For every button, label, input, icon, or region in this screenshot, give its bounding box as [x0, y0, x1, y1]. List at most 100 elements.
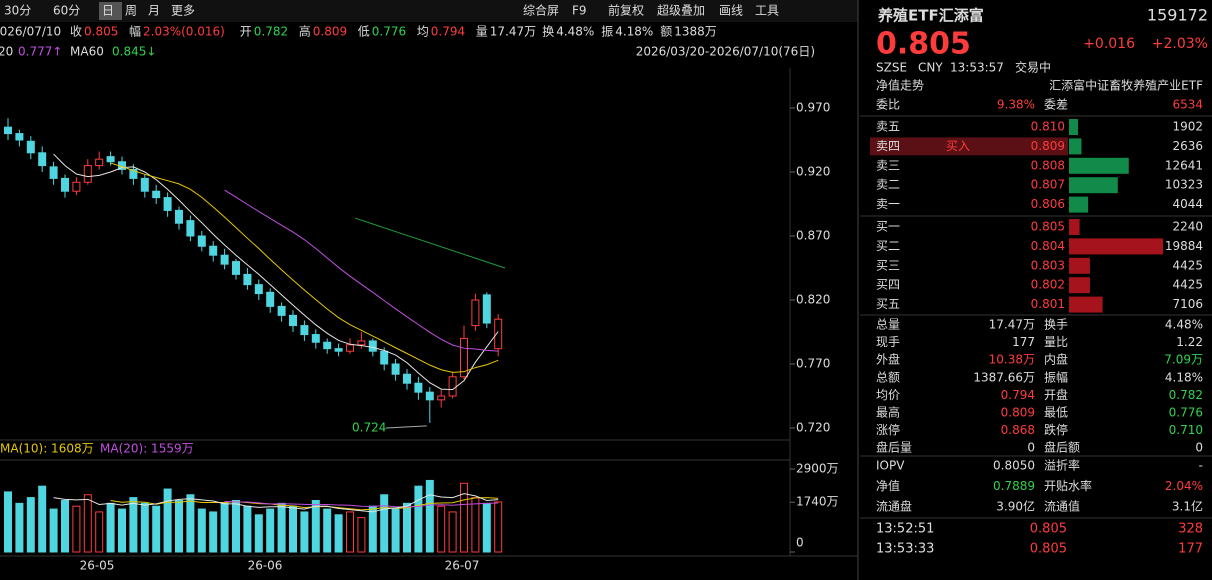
book-price: 0.808 — [1031, 158, 1065, 172]
tick-price: 0.805 — [1030, 522, 1067, 537]
y-tick-label: 0.720 — [796, 421, 830, 435]
stat-value: 0.794 — [1001, 388, 1035, 402]
ma-label: MA60 — [70, 45, 104, 59]
book-label: 卖二 — [876, 178, 900, 192]
candle-body — [494, 318, 503, 350]
change: +0.016 — [1083, 36, 1135, 52]
depth-bar — [1069, 119, 1078, 135]
info-value: 0.809 — [313, 25, 347, 39]
depth-bar — [1069, 177, 1118, 194]
info-value: 4.18% — [615, 25, 653, 39]
volume-bar — [4, 491, 12, 553]
volume-bar — [163, 488, 172, 553]
candle-body — [277, 305, 286, 316]
change-pct: +2.03% — [1152, 36, 1208, 52]
period-tab[interactable]: 30分 — [4, 4, 31, 18]
x-tick-label: 26-05 — [80, 559, 115, 573]
stat-value: 0.8050 — [993, 459, 1035, 473]
nav-link[interactable]: 净值走势 — [876, 78, 924, 93]
candle-body — [232, 261, 240, 275]
period-tab[interactable]: 月 — [148, 4, 160, 18]
vol-ma-line — [224, 500, 499, 508]
ma-label: 20 — [0, 45, 13, 59]
candle-body — [72, 181, 81, 192]
candle-body — [391, 363, 400, 375]
stat-label: 盘后量 — [876, 440, 912, 455]
period-tab[interactable]: 更多 — [171, 4, 195, 18]
book-volume: 10323 — [1165, 178, 1203, 192]
stat-label: 现手 — [876, 335, 900, 349]
fund-name: 养殖ETF汇添富 — [877, 7, 984, 25]
period-tab[interactable]: 日 — [102, 4, 114, 18]
book-label: 买二 — [876, 239, 900, 253]
depth-bar — [1069, 138, 1082, 155]
book-price: 0.810 — [1031, 120, 1065, 134]
info-value: 2.03%(0.016) — [143, 25, 225, 39]
book-volume: 4044 — [1172, 197, 1203, 211]
ma-value: 0.845↓ — [112, 45, 156, 59]
tool-button[interactable]: 超级叠加 — [657, 3, 705, 18]
tick-volume: 177 — [1178, 542, 1203, 557]
volume-bar — [38, 485, 47, 553]
y-tick-label: 0.820 — [796, 293, 830, 307]
depth-bar — [1069, 157, 1129, 174]
period-tab[interactable]: 60分 — [53, 4, 80, 18]
tool-button[interactable]: F9 — [572, 4, 587, 18]
meta: CNY — [918, 61, 943, 75]
candle-body — [346, 344, 354, 352]
candle-body — [140, 177, 149, 192]
stat-value: 0.776 — [1169, 406, 1203, 420]
info-label: 额 — [660, 25, 672, 39]
stat-label: 盘后额 — [1044, 440, 1080, 455]
tick-volume: 328 — [1178, 522, 1203, 537]
tool-button[interactable]: 画线 — [719, 4, 743, 18]
volume-bar — [403, 502, 411, 553]
y-tick-label: 0.770 — [796, 357, 830, 371]
stat-label: 最高 — [876, 405, 900, 420]
low-annotation: 0.724 — [352, 421, 386, 435]
volume-bar — [61, 499, 69, 553]
stat-value: 1.22 — [1176, 335, 1203, 349]
info-label: 幅 — [129, 24, 141, 39]
candle-body — [437, 395, 446, 401]
label: 委差 — [1044, 98, 1068, 112]
x-tick-label: 26-06 — [248, 559, 283, 573]
tool-button[interactable]: 工具 — [755, 4, 779, 18]
tool-button[interactable]: 前复权 — [608, 3, 644, 18]
period-tab[interactable]: 周 — [125, 4, 137, 18]
volume-bar — [175, 499, 183, 553]
tool-button[interactable]: 综合屏 — [523, 3, 559, 18]
book-price: 0.805 — [1031, 220, 1065, 234]
volume-bar — [209, 511, 218, 553]
candle-body — [425, 391, 434, 401]
depth-bar — [1069, 257, 1090, 274]
stat-value: 3.1亿 — [1172, 499, 1203, 514]
volume-bar — [460, 482, 468, 553]
candle-body — [38, 152, 47, 167]
volume-bar — [26, 497, 35, 553]
candle-body — [197, 235, 206, 247]
vol-ma-line — [110, 497, 499, 511]
value: 9.38% — [997, 98, 1035, 112]
candle-body — [380, 350, 389, 365]
annotation-line — [385, 425, 427, 429]
stat-label: 最低 — [1044, 406, 1068, 420]
candle-body — [186, 220, 195, 237]
stat-label: 量比 — [1044, 335, 1068, 349]
x-tick-label: 26-07 — [445, 559, 480, 573]
volume-bar — [277, 502, 286, 553]
candle-body — [49, 166, 58, 179]
volume-bar — [83, 494, 92, 553]
book-volume: 19884 — [1165, 239, 1203, 253]
price: 0.805 — [876, 27, 971, 62]
info-label: 开 — [240, 25, 252, 39]
candle-body — [357, 340, 366, 346]
volume-bar — [323, 508, 332, 553]
volume-bar — [254, 514, 263, 553]
book-volume: 2240 — [1172, 220, 1203, 234]
book-label: 买四 — [876, 278, 900, 292]
vol-tick-label: 2900万 — [796, 462, 839, 476]
candle-body — [95, 158, 104, 167]
